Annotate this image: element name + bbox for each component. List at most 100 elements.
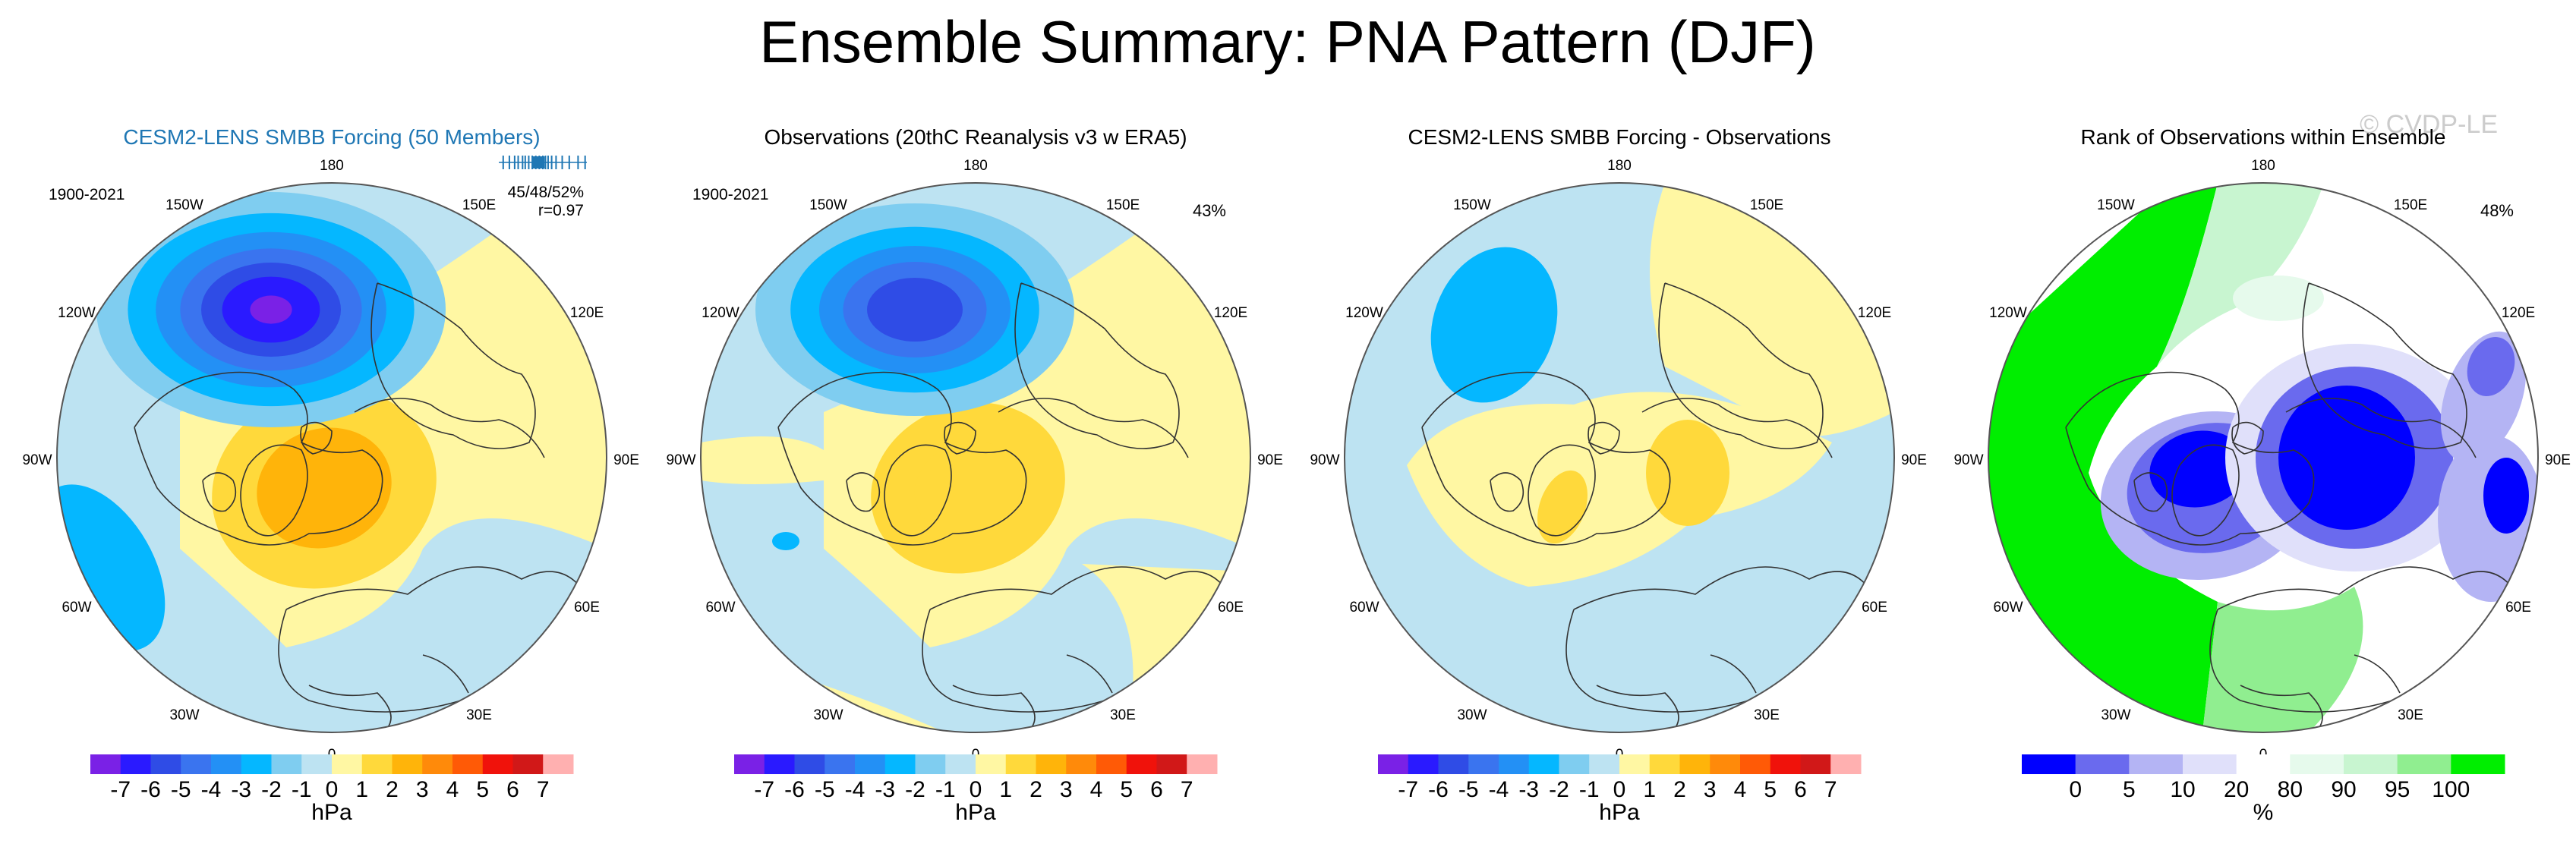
longitude-label: 90E: [2545, 452, 2571, 468]
colorbar-swatch: [1830, 754, 1862, 774]
longitude-label: 30W: [2101, 707, 2130, 723]
period-label: 1900-2021: [49, 186, 125, 203]
positive-region-west: [701, 436, 824, 484]
colorbar-tick-label: -2: [905, 777, 925, 802]
longitude-label: 150W: [166, 197, 203, 213]
map-field: [57, 183, 607, 732]
coastline-4: [2285, 398, 2477, 458]
longitude-label: 90W: [1310, 452, 1339, 468]
colorbar-tick-label: 80: [2278, 777, 2303, 802]
colorbar-tick-label: 90: [2331, 777, 2356, 802]
colorbar-swatch: [1528, 754, 1559, 774]
colorbar-swatch: [1438, 754, 1469, 774]
colorbar-tick-label: 95: [2385, 777, 2410, 802]
longitude-label: 90E: [1257, 452, 1283, 468]
stats-correlation: r=0.97: [538, 202, 584, 219]
rank-blob-a-0: [2149, 430, 2248, 508]
colorbar-tick-label: 2: [1673, 777, 1686, 802]
longitude-label: 120E: [1214, 305, 1247, 321]
map-field: [1988, 183, 2538, 732]
longitude-label: 90W: [666, 452, 695, 468]
colorbar-tick-label: 7: [1181, 777, 1193, 802]
period-label: 1900-2021: [692, 186, 768, 203]
colorbar-tick-label: 100: [2432, 777, 2470, 802]
north-pacific-low-level-4: [867, 278, 963, 342]
colorbar-swatch: [2236, 754, 2291, 774]
longitude-label: 60E: [1862, 600, 1887, 616]
colorbar-tick-label: 6: [506, 777, 519, 802]
colorbar-tick-label: 7: [537, 777, 550, 802]
colorbar-swatch: [181, 754, 212, 774]
colorbar-tick-label: -4: [845, 777, 865, 802]
coastline-6: [944, 421, 976, 455]
colorbar-tick-label: 1: [999, 777, 1012, 802]
north-america-high-level-1: [257, 427, 392, 549]
rank-region-100: [1988, 183, 2218, 732]
coastline-1: [1528, 444, 1596, 537]
colorbar-swatch: [825, 754, 856, 774]
panel-4: Rank of Observations within Ensemble 180 1…: [1953, 125, 2570, 825]
colorbar-tick-label: -3: [875, 777, 895, 802]
colorbar-tick-label: 5: [476, 777, 489, 802]
pacific-ridge-small: [552, 417, 567, 445]
longitude-label: 180: [320, 158, 344, 174]
colorbar-swatch: [2397, 754, 2451, 774]
colorbar-tick-label: 3: [1060, 777, 1073, 802]
panel-3: CESM2-LENS SMBB Forcing - Observations 18…: [1310, 125, 1926, 825]
colorbar-swatch: [2022, 754, 2076, 774]
panel-title: CESM2-LENS SMBB Forcing - Observations: [1408, 125, 1830, 149]
coastline-3: [370, 282, 536, 449]
colorbar-tick-label: 10: [2170, 777, 2195, 802]
colorbar-swatch: [271, 754, 302, 774]
colorbar-tick-label: -1: [1579, 777, 1600, 802]
colorbar-swatch: [1499, 754, 1530, 774]
coastline-5: [2133, 472, 2168, 512]
coastline-5: [846, 472, 881, 512]
longitude-label: 150E: [1106, 197, 1140, 213]
colorbar-swatch: [1378, 754, 1409, 774]
coastline-3: [1014, 282, 1180, 449]
colorbar-swatch: [211, 754, 242, 774]
colorbar-swatch: [1589, 754, 1620, 774]
panel-title: Observations (20thC Reanalysis v3 w ERA5…: [764, 125, 1187, 149]
coastline-1: [2171, 444, 2240, 537]
colorbar-swatch: [1559, 754, 1590, 774]
watermark: © CVDP-LE: [2360, 110, 2498, 139]
map-field: [701, 183, 1250, 732]
colorbar-swatch: [945, 754, 976, 774]
colorbar-swatch: [976, 754, 1007, 774]
panels: CESM2-LENS SMBB Forcing (50 Members)1801…: [22, 125, 2570, 825]
longitude-label: 150W: [2097, 197, 2135, 213]
coastline-8: [1066, 654, 1113, 694]
longitude-label: 30W: [1457, 707, 1487, 723]
figure-title: Ensemble Summary: PNA Pattern (DJF): [759, 8, 1815, 75]
colorbar-tick-label: -3: [1518, 777, 1539, 802]
colorbar-units: hPa: [1599, 800, 1640, 825]
longitude-label: 120W: [702, 305, 739, 321]
colorbar-tick-label: 2: [386, 777, 399, 802]
colorbar-tick-label: 3: [1704, 777, 1717, 802]
colorbar-swatch: [392, 754, 423, 774]
longitude-label: 150E: [2394, 197, 2427, 213]
colorbar-swatch: [2451, 754, 2505, 774]
longitude-label: 120W: [1345, 305, 1383, 321]
coastline-4: [998, 398, 1189, 458]
colorbar-tick-label: -4: [1489, 777, 1509, 802]
longitude-label: 30E: [2398, 707, 2423, 723]
coastline-7: [308, 685, 392, 732]
colorbar-swatch: [1156, 754, 1187, 774]
colorbar-swatch: [332, 754, 363, 774]
map-field: [1345, 183, 1894, 732]
coastline-8: [1710, 654, 1757, 694]
colorbar-swatch: [2183, 754, 2237, 774]
coastline-0: [2065, 371, 2315, 546]
colorbar-tick-label: -1: [935, 777, 956, 802]
colorbar-swatch: [2075, 754, 2130, 774]
colorbar-tick-label: 0: [1613, 777, 1626, 802]
longitude-label: 30E: [1110, 707, 1136, 723]
panel-1: CESM2-LENS SMBB Forcing (50 Members) 180 1…: [22, 125, 638, 825]
colorbar-tick-label: -3: [231, 777, 251, 802]
colorbar-swatch: [915, 754, 946, 774]
colorbar-swatch: [452, 754, 484, 774]
colorbar-tick-label: -7: [1398, 777, 1418, 802]
